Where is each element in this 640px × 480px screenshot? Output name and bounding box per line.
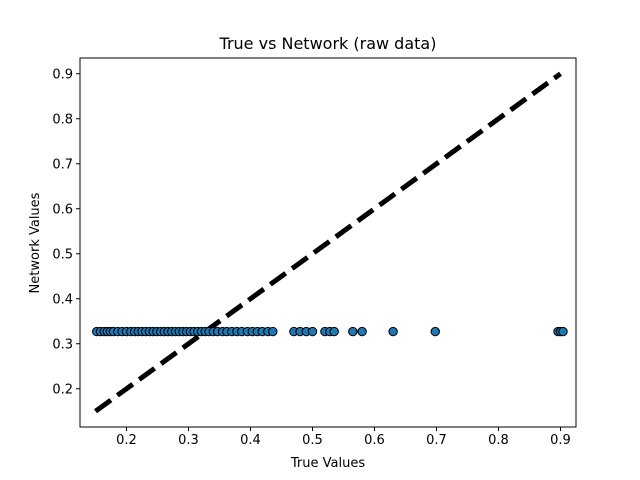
y-tick-label: 0.6 (52, 202, 73, 217)
x-tick-label: 0.9 (550, 433, 571, 448)
data-point (268, 326, 278, 337)
y-tick-label: 0.7 (52, 157, 73, 172)
y-tick-label: 0.4 (52, 292, 73, 307)
data-point (307, 326, 318, 337)
data-point (430, 326, 440, 337)
x-tick-label: 0.4 (240, 433, 261, 448)
reference-line (94, 71, 562, 414)
x-axis-ticks: 0.2 0.3 0.4 0.5 0.6 0.7 0.8 0.9 (116, 427, 571, 448)
scatter-points (92, 326, 568, 337)
x-tick-label: 0.8 (488, 433, 509, 448)
x-tick-label: 0.7 (426, 433, 447, 448)
reference-line-group (94, 71, 562, 414)
data-point (357, 326, 367, 337)
chart-title: True vs Network (raw data) (219, 34, 437, 53)
y-tick-label: 0.3 (52, 337, 73, 352)
y-tick-label: 0.5 (52, 247, 73, 262)
data-point (388, 326, 398, 337)
y-tick-label: 0.2 (52, 382, 73, 397)
data-point (558, 326, 568, 337)
data-point (348, 326, 358, 337)
x-tick-label: 0.6 (364, 433, 385, 448)
y-tick-label: 0.9 (52, 67, 73, 82)
y-axis-title: Network Values (28, 192, 43, 293)
data-point (329, 326, 339, 337)
x-tick-label: 0.2 (116, 433, 137, 448)
y-axis-ticks: 0.2 0.3 0.4 0.5 0.6 0.7 0.8 0.9 (52, 67, 80, 397)
x-tick-label: 0.5 (302, 433, 323, 448)
y-tick-label: 0.8 (52, 112, 73, 127)
x-tick-label: 0.3 (178, 433, 199, 448)
x-axis-title: True Values (290, 456, 365, 471)
